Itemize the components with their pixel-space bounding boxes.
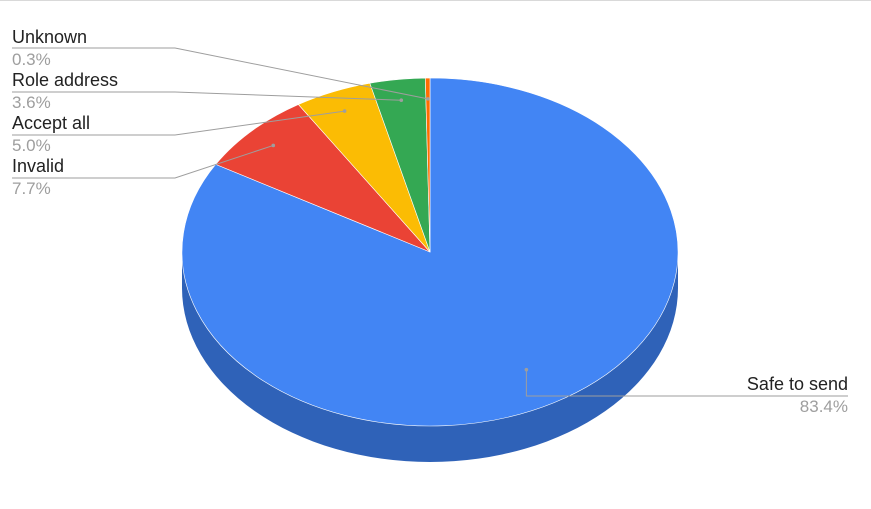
leader-dot-0 [524,367,529,372]
slice-value-0: 83.4% [800,397,848,416]
leader-dot-3 [399,98,404,103]
pie-slices [181,77,679,427]
leader-line-0 [525,369,848,397]
slice-value-1: 7.7% [12,179,51,198]
slice-label-4: Unknown [12,27,87,47]
leader-line-2 [12,110,345,136]
slice-label-1: Invalid [12,156,64,176]
slice-value-4: 0.3% [12,50,51,69]
leader-line-1 [12,144,274,179]
slice-label-0: Safe to send [747,374,848,394]
pie-depth [182,252,678,462]
leader-line-4 [12,47,429,100]
leader-dot-2 [342,109,347,113]
slice-value-3: 3.6% [12,93,51,112]
slice-side-0 [182,252,678,462]
slice-4[interactable] [425,77,431,253]
slice-label-3: Role address [12,70,118,90]
leader-lines [12,47,848,397]
slice-label-2: Accept all [12,113,90,133]
leader-dot-4 [426,97,430,101]
slice-1[interactable] [215,104,431,253]
leader-line-3 [12,91,402,101]
top-divider [0,0,871,1]
slice-labels: Safe to send 83.4% Invalid 7.7% Accept all 5.… [12,27,848,416]
slice-value-2: 5.0% [12,136,51,155]
leader-dot-1 [271,143,276,148]
